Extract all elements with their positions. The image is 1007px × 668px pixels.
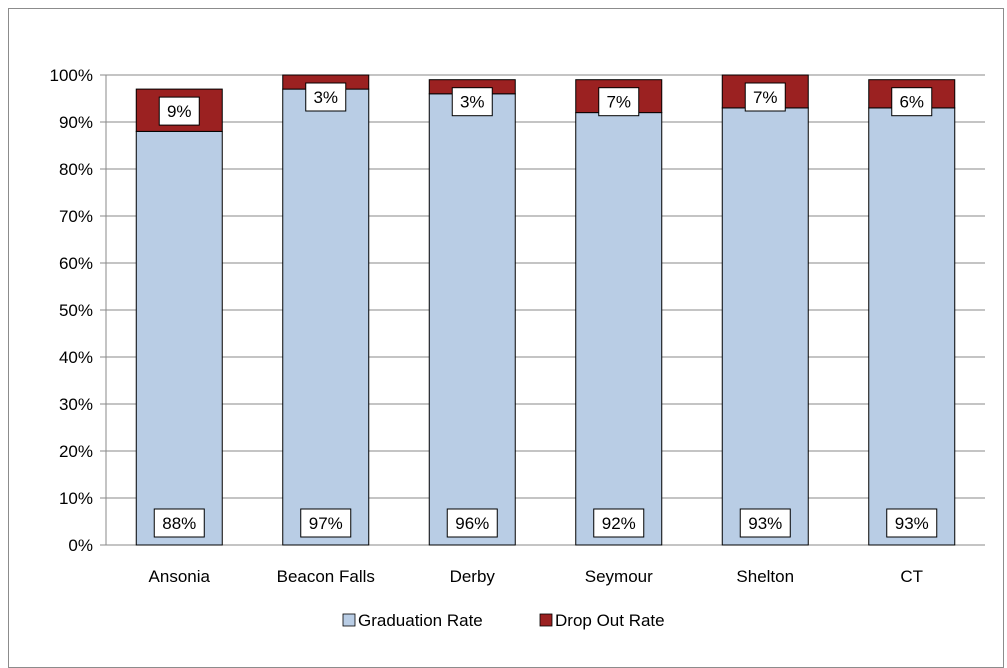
graduation-rate-label: 93% [748,514,782,533]
graduation-rate-label: 93% [895,514,929,533]
legend-label-graduation-rate: Graduation Rate [358,611,483,630]
y-tick-label: 60% [59,254,93,273]
legend-swatch-drop-out-rate [539,613,553,627]
drop-out-rate-label: 3% [460,93,485,112]
graduation-rate-label: 97% [309,514,343,533]
drop-out-rate-label-box [598,87,640,117]
legend-swatch-graduation-rate [342,613,356,627]
y-tick-label: 20% [59,442,93,461]
legend-label-drop-out-rate: Drop Out Rate [555,611,665,630]
graduation-rate-label-box [300,508,352,538]
graduation-rate-label-box [886,508,938,538]
bars [135,74,956,546]
drop-out-rate-label-box [305,82,347,112]
graduation-rate-label-box [153,508,205,538]
y-tick-label: 0% [68,536,93,555]
data-labels: 88% 9% 97% 3% 96% 3% 92% 7% 93% 7% 93% 6% [153,82,938,538]
x-axis-categories: Ansonia Beacon Falls Derby Seymour Shelton CT [149,567,924,586]
graduation-rate-bar [575,112,663,546]
graduation-rate-bar [868,107,956,546]
x-category-label: Beacon Falls [277,567,375,586]
drop-out-rate-label-box [891,87,933,117]
graduation-rate-label-box [593,508,645,538]
y-tick-label: 70% [59,207,93,226]
graduation-rate-label: 88% [162,514,196,533]
stacked-bar-chart: 0% 10% 20% 30% 40% 50% 60% 70% 80% 90% 100% 88% 9% 9… [50,66,985,630]
y-tick-label: 40% [59,348,93,367]
drop-out-rate-label: 7% [606,93,631,112]
graduation-rate-label: 92% [602,514,636,533]
graduation-rate-bar [282,88,370,546]
y-tick-label: 10% [59,489,93,508]
x-category-label: Shelton [736,567,794,586]
graduation-rate-label-box [739,508,791,538]
x-category-label: Derby [450,567,496,586]
graduation-rate-label: 96% [455,514,489,533]
drop-out-rate-label-box [744,82,786,112]
x-category-label: Seymour [585,567,653,586]
graduation-rate-label-box [446,508,498,538]
drop-out-rate-label: 6% [899,93,924,112]
drop-out-rate-label-box [451,87,493,117]
y-tick-label: 100% [50,66,93,85]
y-tick-label: 80% [59,160,93,179]
y-tick-label: 30% [59,395,93,414]
graduation-rate-bar [721,107,809,546]
drop-out-rate-label-box [158,96,200,126]
y-tick-label: 50% [59,301,93,320]
y-tick-label: 90% [59,113,93,132]
graduation-rate-bar [135,130,223,546]
gridlines [106,74,985,546]
graduation-rate-bar [428,93,516,546]
drop-out-rate-label: 7% [753,88,778,107]
x-category-label: CT [900,567,923,586]
legend: Graduation Rate Drop Out Rate [342,611,665,630]
drop-out-rate-label: 9% [167,102,192,121]
y-axis: 0% 10% 20% 30% 40% 50% 60% 70% 80% 90% 100% [50,66,107,555]
drop-out-rate-label: 3% [313,88,338,107]
x-category-label: Ansonia [149,567,211,586]
